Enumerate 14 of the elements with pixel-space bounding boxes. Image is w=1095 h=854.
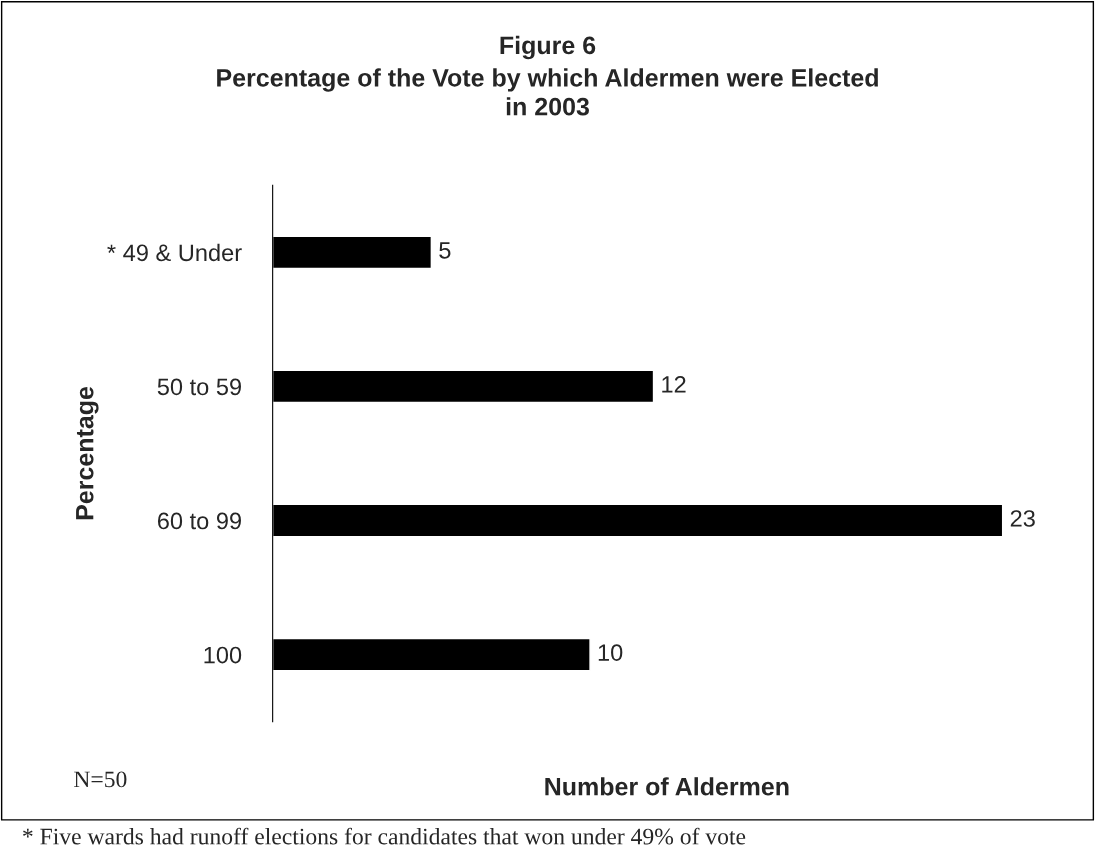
data-label: 10: [598, 644, 623, 661]
data-label: 12: [662, 376, 686, 393]
y-tick-label: * 49 & Under: [107, 243, 242, 262]
y-axis-title: Percentage: [76, 386, 99, 520]
text: N=50: [74, 771, 127, 788]
chart-subtitle: Percentage of the Vote by which Aldermen were Elected in 2003: [217, 68, 878, 116]
data-label: 5: [439, 242, 451, 259]
y-tick-label: 100: [204, 646, 242, 664]
text: * Five wards had runoff elections for candidates that won under 49% of vote: [23, 827, 746, 845]
x-axis-title: Number of Aldermen: [545, 777, 789, 796]
y-tick-label: 50 to 59: [157, 378, 241, 396]
y-tick-label: 60 to 99: [157, 512, 241, 530]
data-label: 23: [1010, 510, 1035, 527]
chart-title: Figure 6: [500, 35, 596, 60]
